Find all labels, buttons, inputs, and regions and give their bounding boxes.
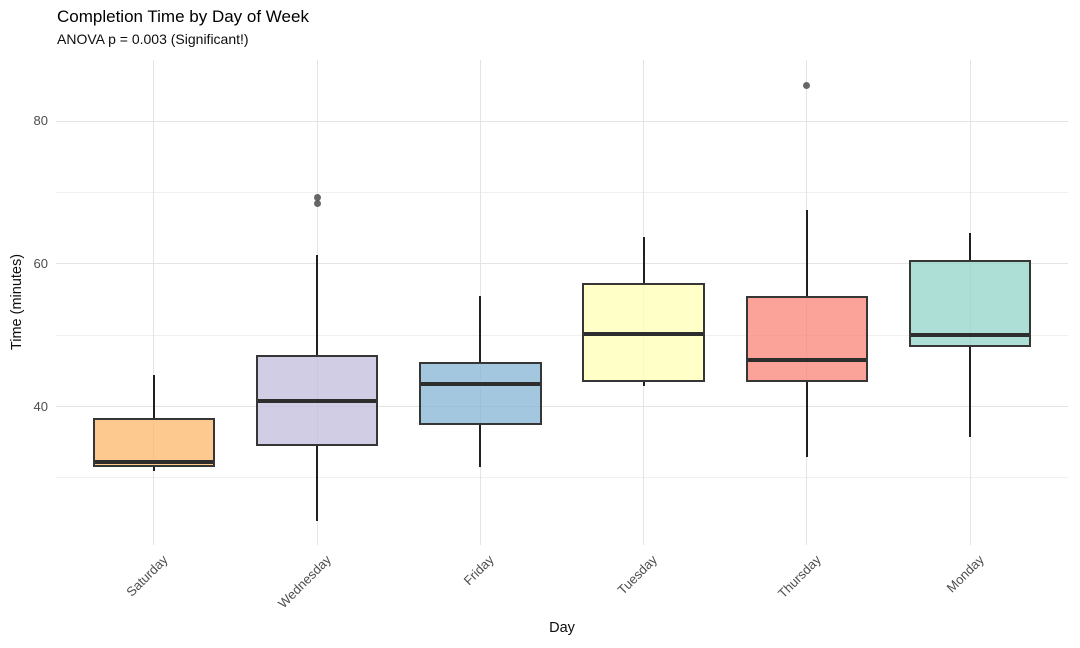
box-saturday — [92, 418, 216, 468]
whisker-lower — [152, 467, 155, 471]
whisker-lower — [642, 382, 645, 386]
x-tick-label: Thursday — [774, 552, 824, 601]
y-tick-label: 60 — [33, 255, 48, 271]
outlier-point — [313, 199, 321, 207]
gridline-major — [56, 263, 1068, 265]
gridline-major — [56, 120, 1068, 122]
x-axis-title: Day — [549, 620, 575, 636]
whisker-lower — [479, 425, 482, 467]
gridline-major — [56, 406, 1068, 408]
chart-subtitle: ANOVA p = 0.003 (Significant!) — [57, 31, 249, 47]
gridline-category — [153, 60, 155, 545]
x-tick-label: Monday — [943, 552, 987, 596]
median-line — [421, 381, 540, 386]
gridline-minor — [56, 477, 1068, 479]
gridline-minor — [56, 192, 1068, 194]
box-friday — [419, 361, 542, 426]
whisker-upper — [479, 296, 482, 362]
box-thursday — [745, 296, 869, 382]
x-tick-label: Friday — [460, 552, 497, 589]
x-tick-label: Wednesday — [274, 552, 334, 611]
whisker-upper — [805, 210, 808, 297]
box-monday — [908, 259, 1032, 347]
chart-title: Completion Time by Day of Week — [57, 7, 309, 26]
median-line — [257, 398, 377, 403]
median-line — [910, 332, 1030, 337]
median-line — [747, 358, 867, 363]
y-tick-label: 80 — [33, 113, 48, 129]
median-line — [584, 331, 703, 336]
whisker-lower — [969, 346, 972, 438]
outlier-point — [313, 194, 321, 202]
whisker-lower — [316, 445, 319, 521]
outlier-point — [803, 82, 811, 90]
median-line — [94, 460, 214, 465]
x-tick-label: Saturday — [123, 552, 171, 600]
y-tick-label: 40 — [33, 398, 48, 414]
whisker-upper — [642, 236, 645, 284]
whisker-upper — [316, 255, 319, 355]
gridline-minor — [56, 334, 1068, 336]
whisker-upper — [969, 233, 972, 260]
x-tick-label: Tuesday — [614, 552, 661, 598]
whisker-lower — [805, 381, 808, 457]
whisker-upper — [152, 374, 155, 419]
